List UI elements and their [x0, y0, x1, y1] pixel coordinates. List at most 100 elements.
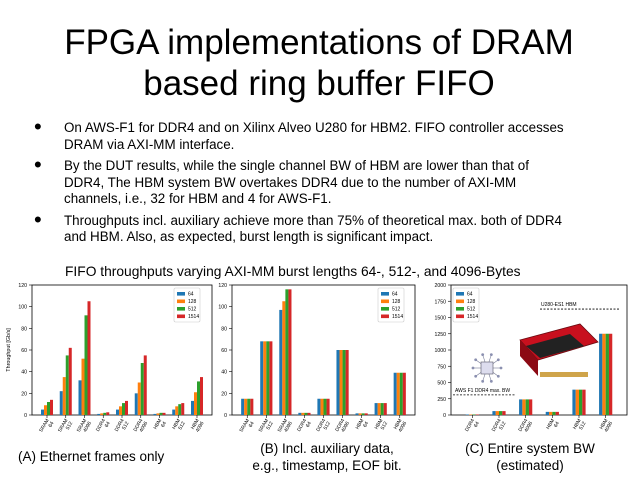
bar — [342, 350, 346, 415]
legend-swatch — [381, 314, 389, 319]
bar — [545, 411, 550, 415]
bar — [68, 347, 72, 415]
bar — [84, 315, 88, 415]
bullet-line: On AWS-F1 for DDR4 and on Xilinx Alveo U… — [64, 120, 564, 135]
legend-swatch — [456, 292, 464, 296]
y-axis-label: Throughput [Gb/s] — [6, 328, 12, 372]
subcaption-c: (C) Entire system BW (estimated) — [440, 440, 620, 474]
x-tick-label-line: 4096 — [397, 421, 408, 434]
bar — [345, 350, 349, 415]
x-tick-label: DDR464 — [296, 418, 313, 436]
bar — [602, 333, 606, 415]
legend-swatch — [381, 299, 389, 304]
bar — [134, 393, 138, 415]
bar — [499, 411, 503, 415]
bar — [81, 358, 85, 415]
bar — [197, 381, 200, 415]
bar — [263, 341, 267, 415]
chip-node — [489, 353, 493, 357]
bar — [137, 382, 141, 415]
x-tick-label: DDR464 — [464, 418, 481, 436]
bar — [288, 289, 292, 415]
bar — [380, 403, 384, 415]
chip-node — [474, 374, 478, 378]
x-tick-label: SRAM4096 — [76, 418, 93, 436]
bullet-line: channels, i.e., 32 for HBM and 4 for AWS… — [64, 191, 332, 206]
bar — [472, 414, 476, 415]
subcaption-b: (B) Incl. auxiliary data, e.g., timestam… — [222, 440, 432, 474]
bar — [402, 372, 406, 415]
title-line-2: based ring buffer FIFO — [143, 64, 495, 103]
bar — [103, 412, 107, 415]
chip-node — [499, 366, 503, 370]
bar — [605, 333, 609, 415]
bar — [336, 350, 340, 415]
bar — [572, 389, 576, 415]
chip-node — [496, 358, 500, 362]
x-tick-label: HBM512 — [171, 418, 187, 434]
x-tick-label-line: 4096 — [603, 421, 614, 434]
x-tick-label-line: 4096 — [283, 421, 294, 434]
bar — [364, 413, 368, 415]
x-tick-label: SRAM64 — [239, 418, 256, 436]
y-tick-label: 1000 — [434, 348, 446, 354]
y-tick-label: 20 — [221, 391, 227, 397]
x-tick-label-line: 64 — [48, 421, 56, 429]
bullet-line: and HBM. Also, as expected, burst length… — [64, 229, 434, 244]
y-tick-label: 80 — [21, 326, 27, 332]
bar — [575, 389, 579, 415]
bar — [125, 400, 128, 415]
bar — [582, 389, 586, 415]
y-tick-label: 120 — [218, 283, 227, 289]
legend-swatch — [456, 299, 464, 304]
chip-node — [496, 374, 500, 378]
bar — [282, 301, 286, 415]
legend-box — [377, 287, 405, 323]
x-tick-label: DDR44096 — [517, 418, 534, 436]
x-tick-label-line: HBM — [599, 418, 610, 431]
x-tick-label: HBM512 — [374, 418, 390, 434]
legend-label: 128 — [188, 299, 197, 305]
bullet-line: DDR4, The HBM system BW overtakes DDR4 d… — [64, 174, 517, 190]
legend-box — [173, 287, 201, 323]
x-tick-label: DDR4512 — [315, 418, 332, 436]
subcaption-b-line-1: (B) Incl. auxiliary data, — [260, 441, 394, 456]
x-tick-label-line: 64 — [104, 421, 112, 429]
bar — [119, 406, 122, 415]
x-tick-label-line: HBM — [355, 418, 366, 431]
bar — [326, 398, 330, 415]
bar — [599, 333, 603, 415]
bar — [181, 403, 185, 415]
x-tick-label-line: HBM — [545, 418, 556, 431]
x-tick-label-line: HBM — [393, 418, 404, 431]
bar — [399, 372, 403, 415]
bar — [323, 398, 327, 415]
bar — [59, 391, 63, 415]
x-tick-label: DDR44096 — [334, 418, 351, 436]
bar — [191, 400, 194, 415]
bar — [78, 380, 82, 415]
y-tick-label: 2000 — [434, 283, 446, 289]
x-tick-label-line: 512 — [498, 421, 507, 431]
bullet-line: By the DUT results, while the single cha… — [64, 158, 529, 173]
bar — [47, 402, 50, 415]
x-tick-label-line: 4096 — [340, 421, 351, 434]
bar — [298, 412, 302, 415]
bar — [200, 377, 203, 415]
y-tick-label: 60 — [21, 348, 27, 354]
legend-label: 512 — [467, 307, 476, 313]
fpga-card-illustration — [519, 323, 599, 377]
bar — [247, 398, 251, 415]
x-tick-label-line: 512 — [380, 421, 389, 431]
bar — [301, 412, 305, 415]
x-tick-label-line: 4096 — [195, 421, 206, 434]
bar — [106, 412, 110, 415]
bar — [159, 412, 163, 415]
subcaption-a: (A) Ethernet frames only — [18, 448, 164, 465]
bar — [552, 411, 556, 415]
x-tick-label: SRAM512 — [57, 418, 74, 436]
x-tick-label: HBM64 — [355, 418, 371, 434]
bar — [172, 409, 176, 415]
x-tick-label-line: HBM — [171, 418, 182, 431]
x-tick-label-line: 64 — [362, 421, 370, 429]
